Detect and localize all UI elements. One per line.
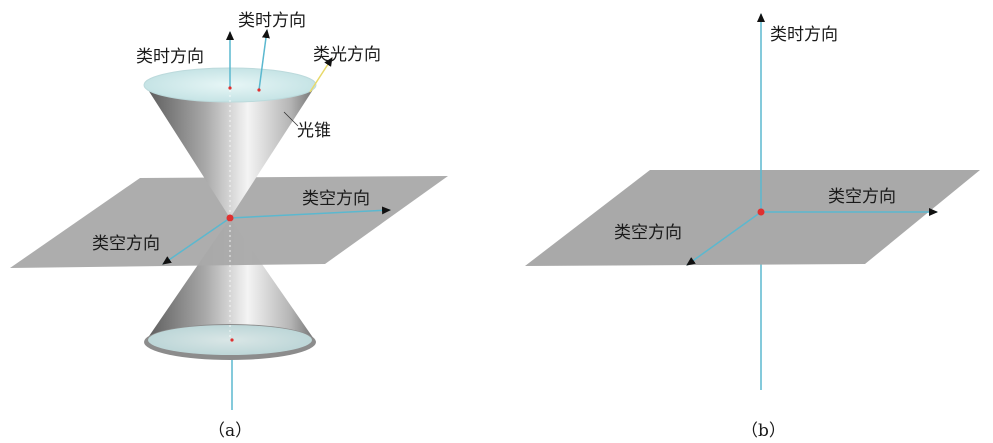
- light-cone-leader: [283, 111, 299, 127]
- label-timelike-top-a: 类时方向: [238, 11, 306, 31]
- label-light-cone-a: 光锥: [297, 121, 331, 141]
- spacelike-axis-left-a: [162, 217, 231, 265]
- caption-a: （a）: [208, 421, 252, 441]
- label-spacelike-left-a: 类空方向: [92, 234, 160, 254]
- label-timelike-b: 类时方向: [770, 25, 838, 45]
- lower-cone-center-dot: [230, 338, 234, 342]
- panel-b: 类时方向 类空方向 类空方向 （b）: [525, 13, 980, 441]
- label-lightlike-a: 类光方向: [313, 45, 381, 65]
- spacelike-axis-right-a: [229, 206, 391, 219]
- origin-point-a: [226, 214, 234, 222]
- label-spacelike-right-b: 类空方向: [828, 187, 896, 207]
- panel-a: 类时方向 类时方向 类光方向 光锥 类空方向 类空方向 （a）: [10, 11, 448, 441]
- label-spacelike-left-b: 类空方向: [614, 223, 682, 243]
- caption-b: （b）: [741, 421, 786, 441]
- label-spacelike-right-a: 类空方向: [302, 189, 370, 209]
- spacelike-axis-left-b: [686, 211, 762, 266]
- origin-point-b: [757, 208, 765, 216]
- lightlike-direction: [309, 57, 333, 93]
- spacelike-plane-a: [10, 176, 448, 268]
- label-timelike-left-a: 类时方向: [136, 47, 204, 67]
- lower-cone: [145, 218, 316, 359]
- timelike-axis-tilted: [258, 29, 270, 91]
